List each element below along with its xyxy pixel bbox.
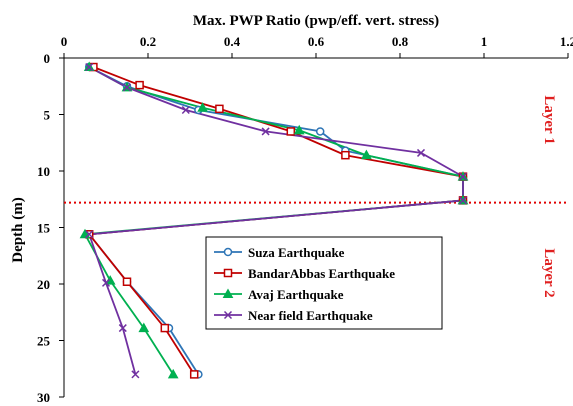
data-point-series-4 bbox=[118, 324, 127, 333]
y-axis-title: Depth (m) bbox=[10, 197, 26, 262]
y-tick-label: 0 bbox=[44, 51, 51, 66]
legend-label-1: Suza Earthquake bbox=[248, 245, 345, 260]
legend-label-2: BandarAbbas Earthquake bbox=[248, 266, 395, 281]
x-axis-title: Max. PWP Ratio (pwp/eff. vert. stress) bbox=[193, 13, 439, 29]
data-point-series-4 bbox=[131, 370, 140, 379]
data-point-series-4 bbox=[458, 172, 468, 181]
y-tick-label: 5 bbox=[44, 108, 51, 123]
x-tick-label: 1 bbox=[481, 34, 488, 49]
data-point-series-4 bbox=[261, 127, 270, 136]
layer-label-1: Layer 1 bbox=[541, 95, 557, 144]
x-tick-label: 0.4 bbox=[224, 34, 241, 49]
y-tick-label: 30 bbox=[37, 390, 50, 405]
data-point-series-1 bbox=[315, 127, 325, 136]
legend-marker-1 bbox=[223, 247, 233, 257]
legend-marker-2 bbox=[223, 268, 233, 278]
data-point-series-4 bbox=[85, 230, 94, 239]
data-point-series-2 bbox=[215, 104, 224, 114]
data-point-series-4 bbox=[458, 196, 468, 205]
data-point-series-2 bbox=[122, 277, 132, 286]
data-point-series-4 bbox=[85, 63, 94, 72]
data-point-series-4 bbox=[181, 105, 190, 115]
y-tick-label: 20 bbox=[37, 277, 50, 292]
data-point-series-3 bbox=[167, 368, 179, 379]
legend-marker-3 bbox=[222, 288, 234, 298]
y-tick-label: 25 bbox=[37, 334, 51, 349]
legend-label-3: Avaj Earthquake bbox=[248, 287, 344, 302]
legend-label-4: Near field Earthquake bbox=[248, 308, 373, 323]
x-tick-label: 0.8 bbox=[392, 34, 409, 49]
plot-area: 0 0.2 0.4 0.6 0.8 1 1.2 0 5 10 15 20 25 30 Layer 1 Laye… bbox=[37, 34, 573, 405]
data-point-series-2 bbox=[135, 80, 144, 90]
x-tick-label: 0.6 bbox=[308, 34, 325, 49]
data-point-series-2 bbox=[189, 370, 199, 379]
legend-box bbox=[205, 236, 443, 330]
data-point-series-2 bbox=[341, 150, 350, 160]
data-point-series-4 bbox=[122, 83, 132, 92]
y-tick-label: 15 bbox=[37, 221, 51, 236]
data-point-series-4 bbox=[101, 278, 111, 287]
data-point-series-3 bbox=[361, 149, 372, 160]
data-point-series-4 bbox=[416, 148, 426, 157]
x-tick-label: 0.2 bbox=[140, 34, 156, 49]
data-point-series-2 bbox=[286, 127, 296, 136]
x-tick-label: 0 bbox=[61, 34, 68, 49]
layer-label-2: Layer 2 bbox=[541, 248, 557, 297]
data-point-series-3 bbox=[293, 124, 305, 135]
data-point-series-3 bbox=[197, 102, 208, 112]
data-point-series-2 bbox=[160, 323, 170, 333]
x-tick-label: 1.2 bbox=[560, 34, 573, 49]
legend-marker-4 bbox=[223, 310, 233, 320]
y-tick-label: 10 bbox=[37, 164, 50, 179]
data-point-series-3 bbox=[138, 322, 150, 333]
